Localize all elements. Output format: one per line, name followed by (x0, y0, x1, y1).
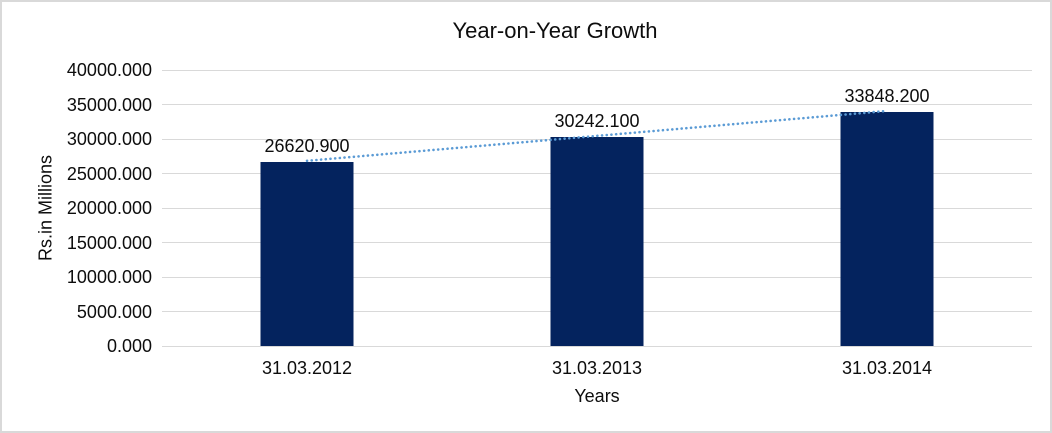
y-tick-label: 10000.000 (66, 267, 152, 287)
bar (550, 137, 644, 346)
bar-value-label: 26620.900 (264, 136, 350, 157)
y-tick-label: 40000.000 (66, 60, 152, 80)
y-tick-label: 20000.000 (66, 198, 152, 218)
trendline-svg (305, 109, 889, 163)
x-tick-label: 31.03.2013 (551, 358, 643, 378)
bar (840, 112, 934, 346)
y-tick-label: 15000.000 (66, 232, 152, 253)
chart-title: Year-on-Year Growth (452, 18, 658, 43)
trendline (305, 109, 889, 163)
y-tick-label: 5000.000 (76, 301, 152, 322)
gridline (162, 104, 1032, 105)
gridline (162, 345, 1032, 347)
bar-value-label: 33848.200 (844, 86, 930, 107)
bar-value-label: 30242.100 (554, 111, 640, 132)
x-axis-title: Years (574, 386, 620, 406)
x-tick-label: 31.03.2012 (261, 358, 353, 378)
plot-area: 26620.900 31.03.2012 30242.100 31.03.2013 33… (162, 69, 1032, 377)
y-tick-label: 25000.000 (66, 163, 152, 184)
y-tick-label: 30000.000 (66, 129, 152, 149)
bar (260, 162, 354, 346)
x-tick-label: 31.03.2014 (841, 358, 933, 378)
gridline (162, 69, 1032, 71)
y-tick-label: 0.000 (106, 336, 152, 356)
y-tick-label: 35000.000 (66, 94, 152, 115)
